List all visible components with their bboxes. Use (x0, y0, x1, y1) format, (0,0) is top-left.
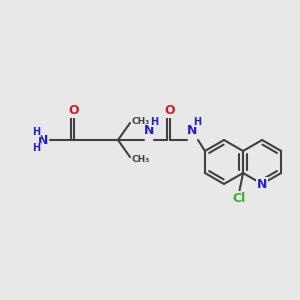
Text: CH₃: CH₃ (132, 154, 150, 164)
Text: CH₃: CH₃ (132, 116, 150, 125)
Text: H: H (193, 117, 201, 127)
Text: N: N (38, 134, 48, 146)
Text: O: O (165, 104, 175, 118)
Text: H: H (32, 143, 40, 153)
Text: N: N (187, 124, 197, 137)
Text: N: N (144, 124, 154, 137)
Text: N: N (257, 178, 267, 190)
Text: H: H (32, 127, 40, 137)
Text: H: H (150, 117, 158, 127)
Text: O: O (69, 104, 79, 118)
Text: Cl: Cl (232, 191, 246, 205)
